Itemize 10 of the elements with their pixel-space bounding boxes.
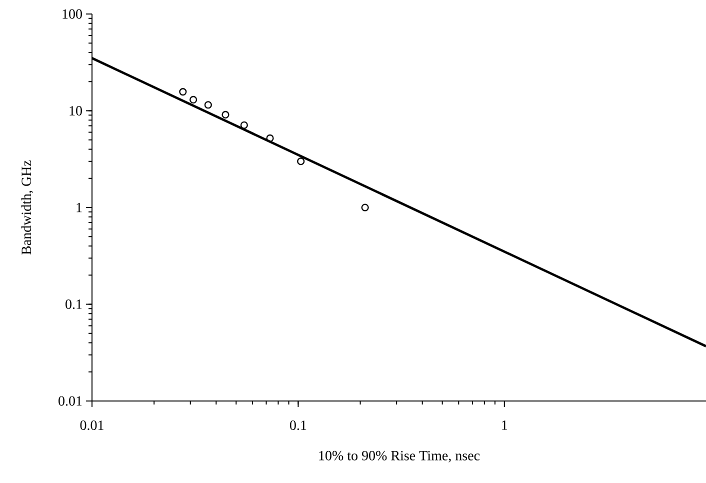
- y-tick-label: 0.1: [66, 299, 82, 310]
- x-axis-title: 10% to 90% Rise Time, nsec: [319, 450, 480, 462]
- x-tick-label: 0.01: [80, 420, 104, 430]
- x-tick-label: 0.1: [290, 420, 306, 430]
- y-tick-label: 1: [76, 202, 82, 212]
- y-tick-label: 100: [62, 9, 82, 19]
- x-tick-label: 1: [502, 420, 508, 430]
- y-tick-label: 10: [70, 106, 82, 116]
- y-axis-title: Bandwidth, GHz: [21, 160, 34, 255]
- y-tick-label: 0.01: [58, 396, 82, 406]
